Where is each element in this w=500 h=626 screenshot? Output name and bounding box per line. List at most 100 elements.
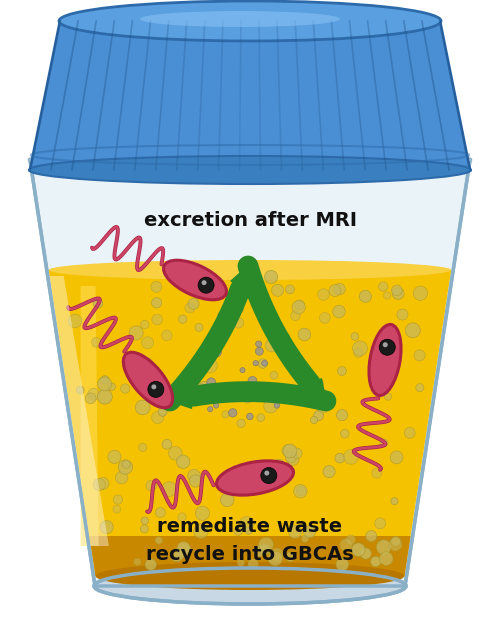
Polygon shape [304, 379, 326, 401]
Circle shape [372, 468, 382, 478]
Circle shape [136, 400, 150, 415]
Circle shape [292, 300, 306, 314]
Circle shape [290, 311, 300, 321]
Circle shape [282, 444, 294, 456]
Circle shape [208, 406, 213, 412]
Circle shape [185, 303, 195, 313]
Circle shape [210, 392, 216, 398]
Circle shape [376, 540, 391, 555]
Circle shape [317, 401, 330, 413]
Circle shape [128, 371, 136, 379]
Circle shape [374, 518, 386, 529]
Ellipse shape [216, 461, 294, 495]
Circle shape [360, 548, 372, 559]
Circle shape [287, 453, 299, 465]
Circle shape [118, 460, 132, 475]
Circle shape [389, 538, 402, 551]
Circle shape [199, 381, 210, 392]
Circle shape [220, 493, 234, 506]
Circle shape [144, 358, 152, 366]
Circle shape [292, 448, 302, 459]
Circle shape [406, 323, 420, 338]
Circle shape [310, 416, 318, 424]
Circle shape [313, 378, 324, 389]
Circle shape [378, 282, 388, 291]
Circle shape [318, 289, 330, 300]
Circle shape [384, 393, 392, 400]
Circle shape [158, 409, 166, 416]
Circle shape [156, 379, 164, 386]
Circle shape [248, 559, 258, 569]
Circle shape [275, 480, 282, 486]
Circle shape [177, 544, 192, 558]
Circle shape [344, 449, 358, 464]
Circle shape [274, 403, 280, 408]
Text: remediate waste: remediate waste [158, 516, 342, 535]
Circle shape [332, 305, 345, 318]
Circle shape [116, 471, 128, 484]
Circle shape [134, 558, 141, 565]
Circle shape [97, 478, 109, 490]
Polygon shape [90, 536, 410, 576]
Circle shape [360, 290, 372, 302]
Circle shape [380, 439, 388, 447]
Circle shape [152, 384, 156, 389]
Circle shape [162, 330, 172, 341]
Circle shape [200, 388, 204, 393]
Circle shape [323, 466, 335, 478]
Circle shape [162, 439, 172, 449]
Circle shape [314, 411, 324, 421]
Circle shape [392, 285, 402, 295]
Circle shape [218, 310, 230, 324]
Circle shape [214, 403, 219, 408]
Circle shape [286, 285, 294, 294]
Circle shape [108, 450, 121, 463]
Circle shape [98, 389, 112, 404]
Circle shape [256, 341, 262, 347]
Circle shape [397, 309, 408, 320]
Circle shape [254, 545, 265, 557]
Circle shape [340, 538, 352, 552]
Circle shape [384, 349, 398, 362]
Circle shape [262, 361, 268, 366]
Circle shape [390, 451, 403, 464]
Polygon shape [80, 286, 98, 546]
Circle shape [122, 460, 130, 468]
Circle shape [298, 328, 310, 341]
Circle shape [243, 394, 252, 403]
Circle shape [93, 299, 102, 308]
Ellipse shape [94, 568, 406, 604]
Ellipse shape [29, 145, 471, 175]
Circle shape [346, 535, 356, 545]
Circle shape [264, 399, 278, 413]
Circle shape [286, 452, 296, 463]
Circle shape [155, 536, 162, 544]
Circle shape [257, 414, 265, 421]
Circle shape [222, 411, 229, 418]
Circle shape [304, 526, 316, 538]
Circle shape [202, 280, 206, 285]
Ellipse shape [369, 324, 401, 396]
Circle shape [413, 286, 428, 300]
Circle shape [234, 318, 243, 328]
Circle shape [147, 371, 160, 383]
Circle shape [261, 468, 277, 483]
Circle shape [194, 524, 208, 538]
Circle shape [286, 552, 295, 562]
Circle shape [301, 535, 309, 542]
Circle shape [162, 481, 176, 496]
Circle shape [152, 298, 162, 308]
Circle shape [168, 446, 182, 460]
Ellipse shape [96, 562, 405, 590]
Circle shape [383, 342, 388, 347]
Ellipse shape [29, 156, 471, 184]
Circle shape [190, 475, 202, 487]
Circle shape [124, 361, 138, 374]
Circle shape [130, 368, 139, 377]
Circle shape [380, 339, 396, 355]
Circle shape [88, 388, 100, 400]
Polygon shape [49, 270, 451, 576]
Circle shape [236, 305, 244, 312]
Circle shape [215, 325, 220, 329]
Circle shape [248, 376, 257, 386]
